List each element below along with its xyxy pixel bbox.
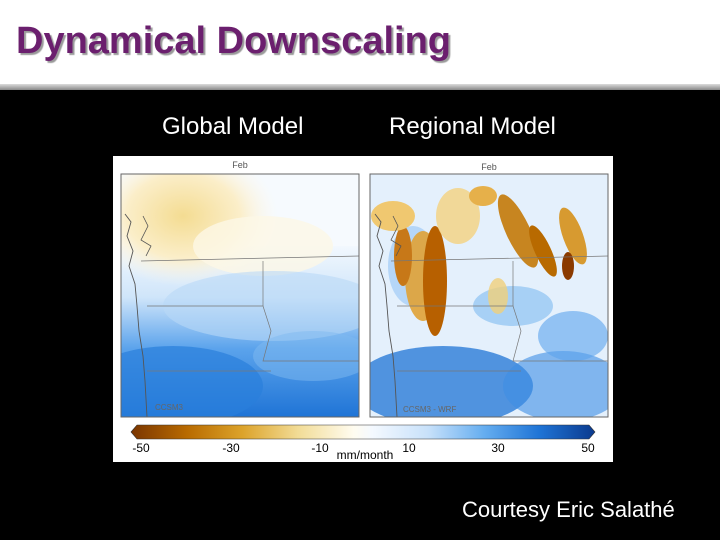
global-model-label: Global Model bbox=[162, 113, 304, 140]
colorbar-tick: -10 bbox=[311, 441, 329, 455]
colorbar-unit: mm/month bbox=[337, 448, 394, 462]
title-bar: Dynamical Downscaling bbox=[0, 0, 720, 84]
image-credit: Courtesy Eric Salathé bbox=[462, 497, 675, 522]
global-model-map: Feb CCSM3 bbox=[120, 160, 360, 418]
colorbar-tick: 50 bbox=[581, 441, 595, 455]
regional-model-map: Feb bbox=[369, 162, 609, 418]
colorbar-tick: -30 bbox=[222, 441, 240, 455]
colorbar-tick: 10 bbox=[402, 441, 416, 455]
global-model-name: CCSM3 bbox=[155, 403, 184, 412]
colorbar-tick: 30 bbox=[491, 441, 505, 455]
slide-title: Dynamical Downscaling bbox=[16, 20, 452, 62]
title-divider bbox=[0, 84, 720, 90]
precipitation-figure: Feb CCSM3 Feb bbox=[113, 156, 613, 462]
regional-model-label: Regional Model bbox=[389, 113, 556, 140]
regional-model-name: CCSM3 - WRF bbox=[403, 405, 456, 414]
regional-month-label: Feb bbox=[481, 162, 497, 172]
colorbar: -50 -30 -10 mm/month 10 30 50 bbox=[130, 424, 596, 462]
colorbar-tick: -50 bbox=[132, 441, 150, 455]
global-month-label: Feb bbox=[232, 160, 248, 170]
